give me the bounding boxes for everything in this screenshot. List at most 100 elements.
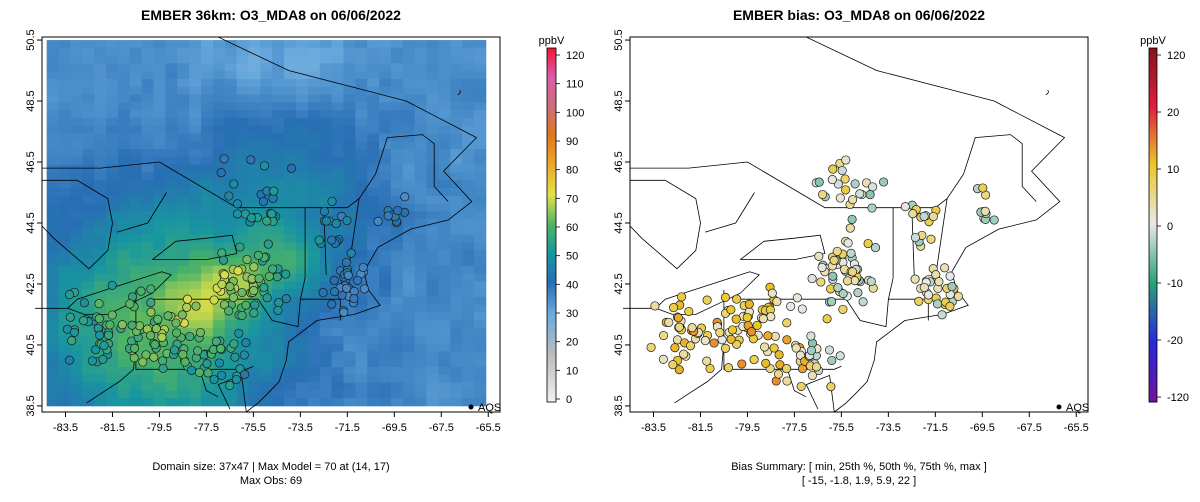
- colorbar-step: [547, 109, 556, 114]
- heatmap-cell: [390, 320, 404, 329]
- colorbar-tick-label: -120: [1167, 392, 1189, 404]
- colorbar-step: [1149, 127, 1157, 132]
- heatmap-cell: [307, 125, 321, 134]
- heatmap-cell: [438, 242, 451, 251]
- heatmap-cell: [177, 250, 190, 259]
- y-tick-label: 38.5: [613, 395, 625, 416]
- heatmap-cell: [141, 304, 154, 313]
- heatmap-cell: [438, 296, 451, 306]
- monitor-point: [151, 324, 161, 334]
- monitor-point: [146, 284, 156, 294]
- heatmap-cell: [165, 281, 178, 290]
- heatmap-cell: [307, 382, 321, 391]
- heatmap-cell: [379, 187, 392, 197]
- heatmap-cell: [414, 390, 427, 399]
- heatmap-cell: [58, 289, 71, 298]
- heatmap-cell: [462, 149, 475, 158]
- heatmap-cell: [260, 320, 273, 329]
- heatmap-cell: [248, 55, 261, 64]
- heatmap-cell: [141, 195, 154, 204]
- heatmap-cell: [379, 195, 392, 204]
- heatmap-cell: [390, 149, 404, 158]
- heatmap-cell: [307, 133, 321, 142]
- heatmap-cell: [343, 398, 356, 407]
- heatmap-cell: [295, 156, 309, 165]
- heatmap-cell: [58, 195, 71, 204]
- heatmap-cell: [117, 40, 131, 49]
- heatmap-cell: [367, 195, 380, 204]
- heatmap-cell: [141, 258, 154, 267]
- colorbar-step: [1149, 59, 1157, 64]
- heatmap-cell: [307, 289, 321, 298]
- heatmap-cell: [46, 195, 59, 204]
- heatmap-cell: [117, 234, 131, 243]
- heatmap-cell: [272, 359, 285, 368]
- heatmap-cell: [462, 117, 475, 127]
- heatmap-cell: [70, 211, 83, 220]
- colorbar-step: [547, 295, 556, 300]
- colorbar-step: [547, 384, 556, 388]
- heatmap-cell: [390, 343, 404, 352]
- heatmap-cell: [117, 250, 131, 259]
- heatmap-cell: [402, 63, 416, 72]
- monitor-point: [937, 310, 947, 320]
- heatmap-cell: [189, 250, 202, 259]
- monitor-point: [138, 357, 148, 367]
- heatmap-cell: [70, 78, 83, 88]
- heatmap-cell: [94, 203, 107, 212]
- heatmap-cell: [212, 234, 226, 243]
- colorbar-step: [547, 104, 556, 108]
- heatmap-cell: [402, 211, 416, 220]
- colorbar-step: [547, 168, 556, 173]
- heatmap-cell: [224, 258, 238, 267]
- heatmap-cell: [307, 226, 321, 236]
- heatmap-cell: [117, 273, 131, 282]
- heatmap-cell: [355, 164, 368, 173]
- heatmap-cell: [165, 180, 178, 189]
- heatmap-cell: [58, 133, 71, 142]
- monitor-point: [94, 314, 104, 324]
- heatmap-cell: [201, 71, 214, 80]
- monitor-point: [259, 283, 269, 293]
- heatmap-cell: [141, 265, 154, 274]
- heatmap-cell: [319, 86, 332, 95]
- heatmap-cell: [402, 47, 416, 57]
- heatmap-cell: [82, 55, 95, 64]
- heatmap-cell: [46, 71, 59, 80]
- heatmap-cell: [379, 390, 392, 399]
- heatmap-cell: [260, 141, 273, 150]
- heatmap-cell: [462, 47, 475, 57]
- heatmap-cell: [319, 312, 332, 321]
- heatmap-cell: [224, 71, 238, 80]
- x-tick-label: -73.5: [876, 422, 901, 434]
- colorbar-step: [1149, 351, 1157, 356]
- colorbar-step: [1149, 236, 1157, 241]
- heatmap-cell: [82, 211, 95, 220]
- monitor-point: [327, 196, 337, 206]
- monitor-point: [91, 345, 101, 355]
- heatmap-cell: [94, 78, 107, 88]
- heatmap-cell: [462, 94, 475, 103]
- heatmap-cell: [438, 117, 451, 127]
- monitor-point: [833, 283, 843, 293]
- heatmap-cell: [462, 133, 475, 142]
- heatmap-cell: [189, 374, 202, 383]
- heatmap-cell: [414, 211, 427, 220]
- footer-line: [ -15, -1.8, 1.9, 5.9, 22 ]: [802, 475, 916, 487]
- monitor-point: [234, 328, 244, 338]
- colorbar-step: [1149, 275, 1157, 279]
- heatmap-cell: [284, 366, 297, 376]
- heatmap-cell: [390, 71, 404, 80]
- heatmap-cell: [117, 133, 131, 142]
- colorbar-step: [1149, 298, 1157, 303]
- heatmap-cell: [426, 335, 439, 345]
- heatmap-cell: [141, 374, 154, 383]
- monitor-point: [855, 189, 865, 199]
- heatmap-cell: [82, 141, 95, 150]
- monitor-point: [242, 254, 252, 265]
- monitor-point: [670, 343, 680, 353]
- heatmap-cell: [343, 390, 356, 399]
- colorbar-step: [547, 281, 556, 285]
- coastline: [630, 36, 1066, 413]
- heatmap-cell: [319, 195, 332, 204]
